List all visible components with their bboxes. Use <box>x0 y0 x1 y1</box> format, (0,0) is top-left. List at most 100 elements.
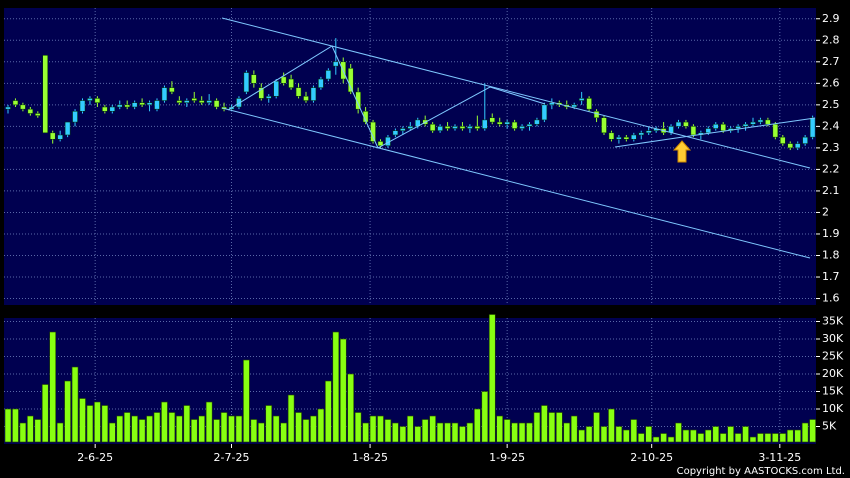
candle-body <box>809 117 816 138</box>
candle-body <box>631 134 637 140</box>
candle-body <box>444 126 451 129</box>
y-tick-label: 2.7 <box>822 55 840 68</box>
candle-body <box>12 100 19 106</box>
y-tick-label: 2.4 <box>822 119 840 132</box>
candle-body <box>735 126 741 129</box>
candle-body <box>377 141 384 146</box>
candle-body <box>675 121 682 127</box>
volume-bar <box>459 426 466 443</box>
candle-body <box>526 123 533 127</box>
volume-bar <box>466 422 474 443</box>
volume-bar <box>19 422 27 443</box>
volume-bar <box>794 429 802 443</box>
candle-body <box>496 121 503 125</box>
y-tick-label: 20K <box>822 367 844 380</box>
upper-channel <box>221 17 811 169</box>
candle-body <box>280 76 287 84</box>
volume-bar <box>369 415 377 443</box>
volume-bar <box>332 331 340 443</box>
candle-body <box>802 136 808 144</box>
candle-body <box>295 87 302 97</box>
candle-body <box>757 119 764 123</box>
price-panel <box>4 8 816 305</box>
candle-body <box>288 78 294 88</box>
volume-bar <box>362 422 369 443</box>
candle-body <box>362 111 369 123</box>
volume-bar <box>295 412 302 443</box>
volume-bar <box>257 422 265 443</box>
volume-bar <box>533 412 541 443</box>
volume-bar <box>436 422 444 443</box>
volume-bar <box>786 429 794 443</box>
volume-bar <box>138 419 146 443</box>
candle-body <box>794 143 801 149</box>
volume-bar <box>339 338 347 443</box>
volume-bar <box>719 433 727 443</box>
volume-bar <box>451 422 459 443</box>
volume-bar <box>198 415 205 443</box>
candle-body <box>79 100 86 112</box>
candle-body <box>27 108 34 114</box>
candle-body <box>184 100 190 103</box>
volume-bar <box>481 391 489 443</box>
volume-bar <box>675 422 682 443</box>
candle-body <box>437 126 443 131</box>
volume-bar <box>541 405 548 443</box>
volume-bar <box>86 405 94 443</box>
volume-bar <box>176 415 183 443</box>
y-tick-label: 2.1 <box>822 184 840 197</box>
y-tick-label: 2.6 <box>822 76 840 89</box>
volume-bar <box>116 415 124 443</box>
candle-body <box>586 98 592 110</box>
zigzag <box>227 45 546 149</box>
candle-body <box>459 126 466 129</box>
volume-bar <box>526 422 533 443</box>
volume-bar <box>548 412 556 443</box>
candle-body <box>20 104 26 110</box>
volume-bar <box>41 384 49 443</box>
x-tick-label: 1-9-25 <box>489 451 525 464</box>
candle-body <box>713 123 719 129</box>
candle-body <box>742 123 749 127</box>
volume-bar <box>79 398 86 443</box>
candle-body <box>489 117 495 123</box>
volume-bar <box>384 419 392 443</box>
y-tick-label: 2 <box>822 205 829 218</box>
lower-channel <box>221 107 811 259</box>
copyright: Copyright by AASTOCKS.com Ltd. <box>677 466 845 477</box>
candle-body <box>578 98 585 101</box>
volume-bar <box>630 419 638 443</box>
y-tick-label: 5K <box>822 420 837 433</box>
y-tick-label: 10K <box>822 402 844 415</box>
volume-bar <box>734 433 742 443</box>
volume-bar <box>131 415 138 443</box>
volume-bar <box>101 405 109 443</box>
candle-body <box>400 128 406 131</box>
volume-bar <box>742 426 749 443</box>
candle-body <box>161 87 168 101</box>
candle-body <box>72 111 78 123</box>
volume-bar <box>503 419 511 443</box>
volume-bar <box>764 433 772 443</box>
volume-bar <box>272 415 280 443</box>
volume-bar <box>690 429 697 443</box>
candle-body <box>206 100 212 103</box>
volume-bar <box>235 415 243 443</box>
volume-bar <box>555 412 563 443</box>
volume-bar <box>414 426 422 443</box>
candle-body <box>154 100 160 110</box>
volume-bar <box>49 331 57 443</box>
candle-body <box>683 121 689 127</box>
volume-bar <box>809 419 816 443</box>
candle-body <box>94 98 101 103</box>
volume-bar <box>4 408 12 443</box>
volume-bar <box>302 419 310 443</box>
volume-bar <box>287 394 295 443</box>
candle-body <box>571 104 577 108</box>
volume-bar <box>109 422 116 443</box>
candle-body <box>42 55 48 134</box>
volume-bar <box>697 433 705 443</box>
candle-body <box>117 104 123 108</box>
volume-bar <box>518 422 526 443</box>
candle-body <box>64 121 71 136</box>
